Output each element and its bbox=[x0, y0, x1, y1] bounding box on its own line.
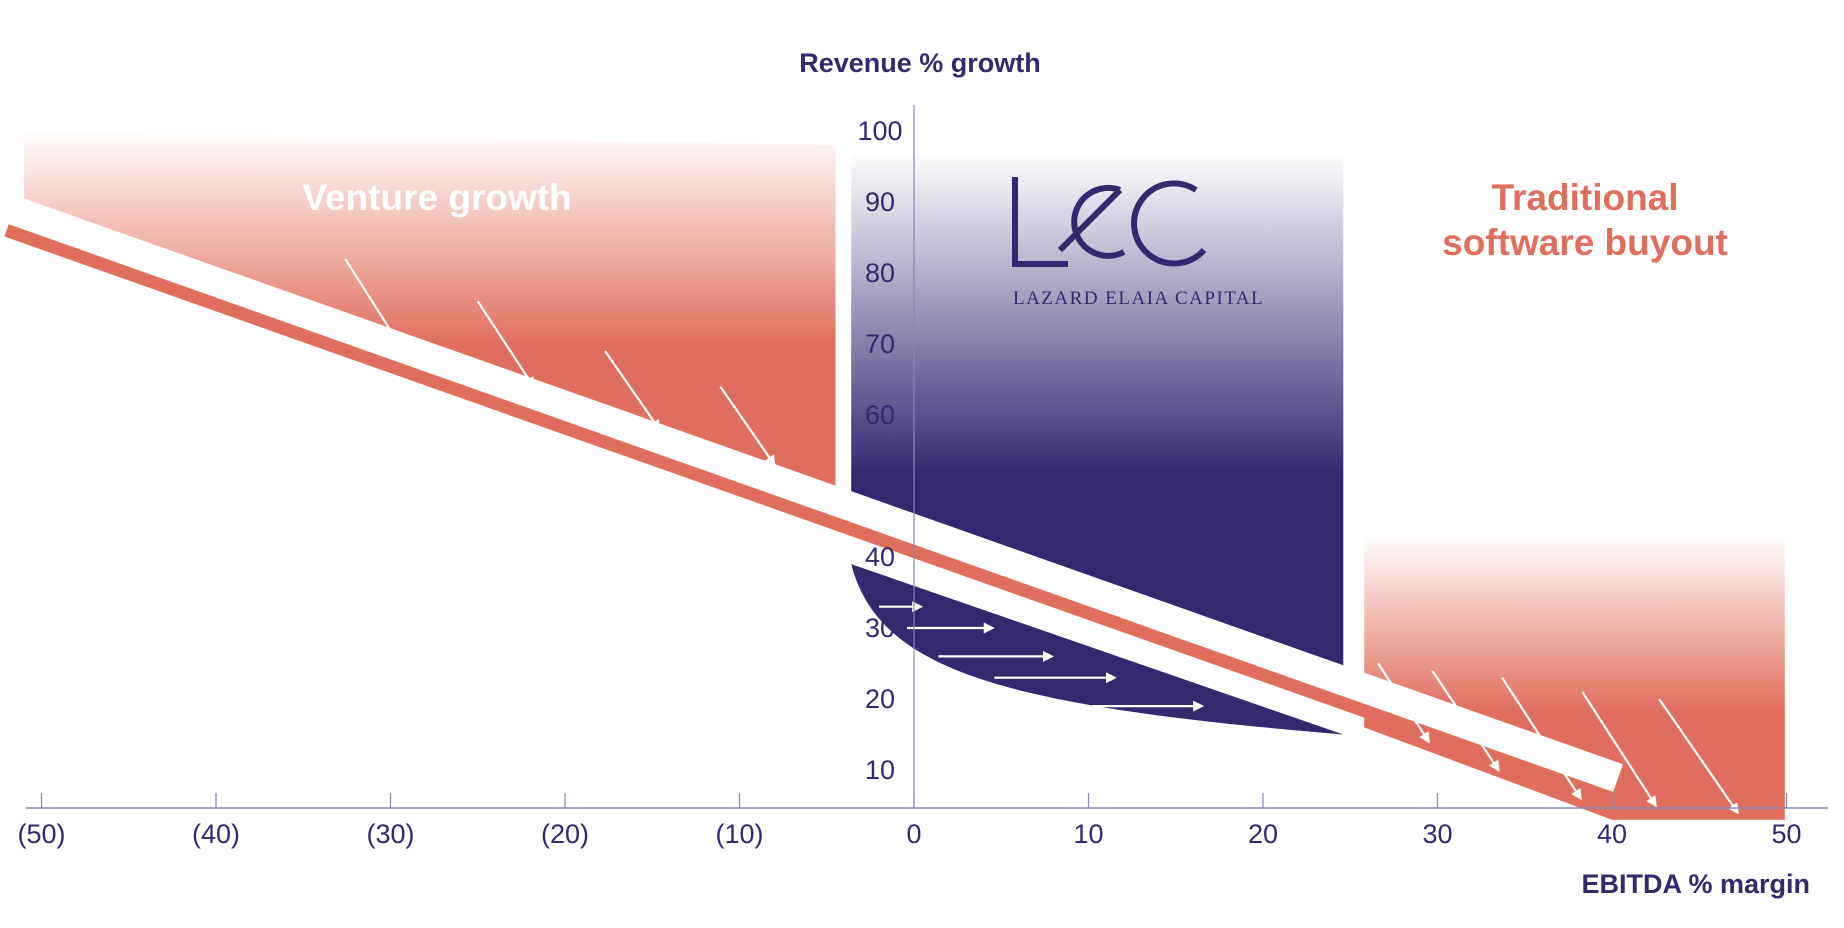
x-tick-label: (10) bbox=[715, 819, 763, 849]
x-tick-label: 10 bbox=[1073, 819, 1103, 849]
rule-line-gap bbox=[7, 196, 1624, 793]
direction-arrow bbox=[1431, 669, 1500, 772]
y-axis-title: Revenue % growth bbox=[799, 48, 1041, 78]
direction-arrow bbox=[476, 300, 535, 389]
x-tick-label: (40) bbox=[192, 819, 240, 849]
x-tick-label: 40 bbox=[1597, 819, 1627, 849]
x-axis-title: EBITDA % margin bbox=[1581, 869, 1810, 899]
direction-arrow bbox=[1501, 677, 1582, 801]
y-tick-label: 100 bbox=[857, 116, 902, 146]
direction-arrow bbox=[719, 385, 776, 467]
y-tick-label: 50 bbox=[865, 471, 895, 501]
y-tick-label: 90 bbox=[865, 187, 895, 217]
traditional-buyout-label-line2: software buyout bbox=[1442, 222, 1728, 263]
y-tick-label: 20 bbox=[865, 684, 895, 714]
logo-letter-e bbox=[1057, 184, 1126, 259]
x-tick-label: (20) bbox=[541, 819, 589, 849]
direction-arrow bbox=[1658, 698, 1739, 815]
x-tick-label: 30 bbox=[1422, 819, 1452, 849]
x-tick-label: (50) bbox=[17, 819, 65, 849]
logo-letter-l bbox=[1012, 177, 1068, 267]
x-tick-label: 50 bbox=[1771, 819, 1801, 849]
direction-arrow bbox=[604, 350, 661, 432]
direction-arrow bbox=[1377, 662, 1430, 744]
y-tick-label: 80 bbox=[865, 258, 895, 288]
direction-arrow bbox=[344, 258, 401, 346]
y-tick-label: 70 bbox=[865, 329, 895, 359]
y-tick-label: 10 bbox=[865, 755, 895, 785]
axes bbox=[26, 105, 1828, 809]
lec-improvement-zone-region bbox=[851, 564, 1344, 735]
direction-arrow bbox=[1581, 691, 1657, 808]
venture-growth-label: Venture growth bbox=[302, 177, 571, 218]
logo-letter-c bbox=[1131, 180, 1207, 267]
y-tick-label: 60 bbox=[865, 400, 895, 430]
y-tick-label: 40 bbox=[865, 542, 895, 572]
x-tick-label: 20 bbox=[1248, 819, 1278, 849]
logo-subtitle: LAZARD ELAIA CAPITAL bbox=[1013, 288, 1264, 309]
y-tick-label: 30 bbox=[865, 613, 895, 643]
traditional-buyout-label-line1: Traditional bbox=[1491, 177, 1678, 218]
rule-of-40-line bbox=[4, 224, 1615, 805]
arrows bbox=[344, 258, 1739, 815]
tick-labels: (50) (40) (30) (20) (10) 0 10 20 30 40 50 10 20 30 40 5… bbox=[17, 116, 1801, 849]
x-tick-label: 0 bbox=[906, 819, 921, 849]
lec-logo: LAZARD ELAIA CAPITAL bbox=[1012, 177, 1264, 309]
rule-line-group bbox=[4, 196, 1624, 805]
x-tick-label: (30) bbox=[366, 819, 414, 849]
